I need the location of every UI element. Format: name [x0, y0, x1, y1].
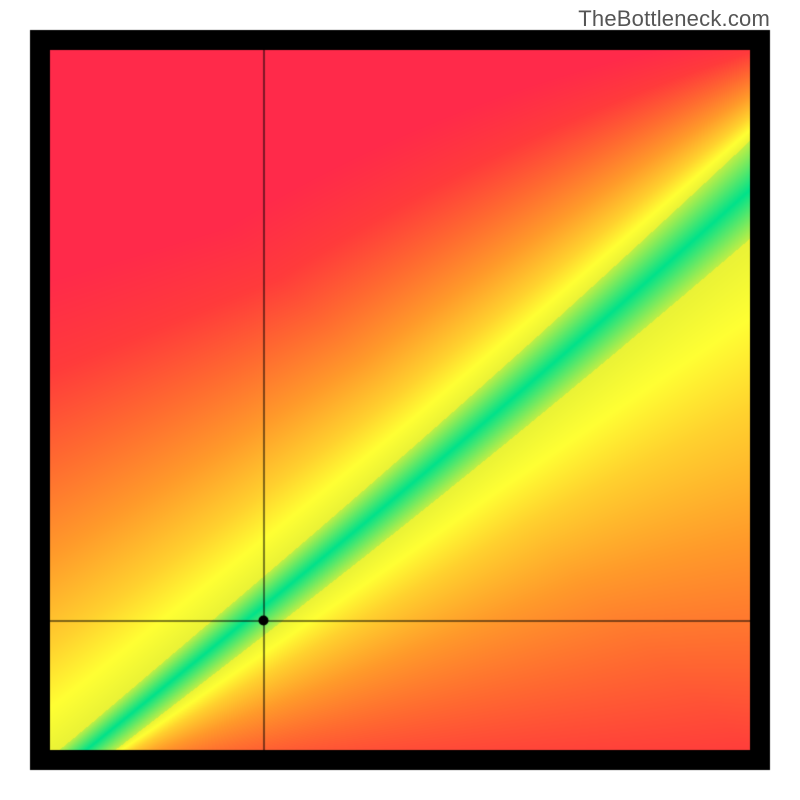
bottleneck-heatmap: [0, 0, 800, 800]
watermark-text: TheBottleneck.com: [578, 6, 770, 32]
chart-container: TheBottleneck.com: [0, 0, 800, 800]
